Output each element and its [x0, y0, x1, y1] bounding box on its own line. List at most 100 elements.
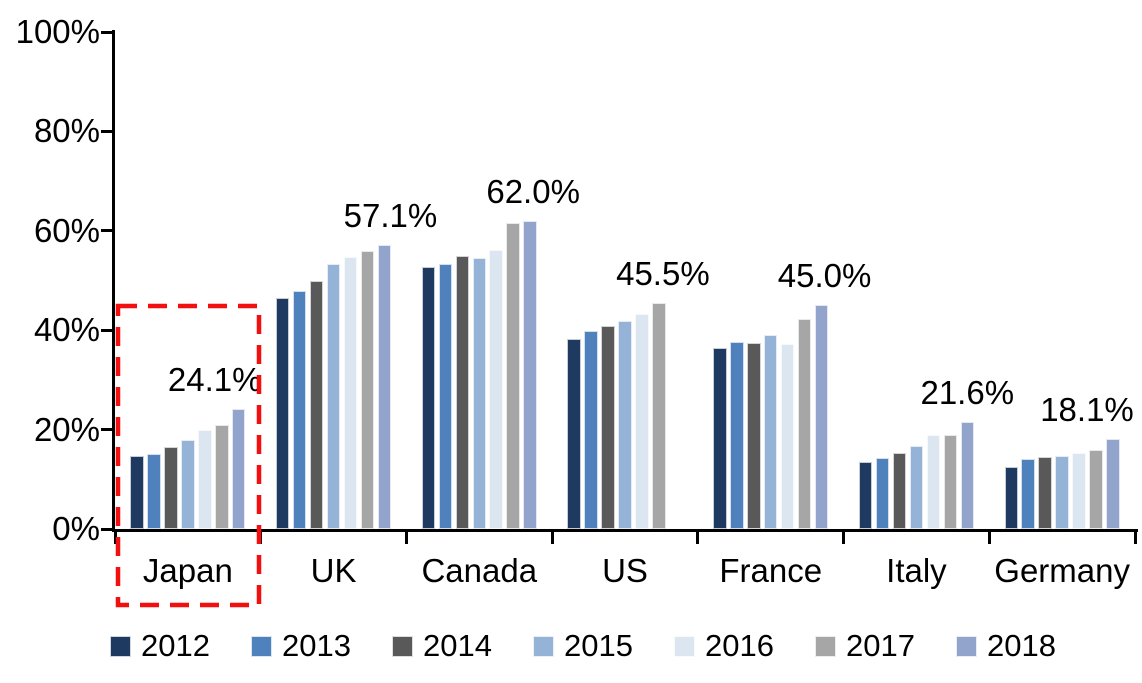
x-axis-line: [112, 529, 1138, 532]
bar-italy-2017: [943, 434, 958, 529]
bar-japan-2017: [215, 425, 229, 529]
legend-swatch-icon: [815, 635, 836, 657]
y-axis-label: 0%: [52, 510, 100, 547]
data-label-us: 45.5%: [616, 254, 710, 292]
bar-japan-2018: [231, 409, 246, 529]
bar-italy-2013: [875, 458, 890, 529]
legend-label: 2016: [705, 628, 774, 663]
bar-germany-2017: [1089, 450, 1103, 529]
data-label-uk: 57.1%: [343, 197, 438, 235]
category-label-uk: UK: [310, 552, 357, 589]
bar-italy-2018: [960, 421, 975, 529]
bar-canada-2018: [523, 220, 537, 529]
bar-canada-2014: [455, 256, 470, 529]
y-tick: [101, 129, 115, 133]
bar-us-2015: [618, 320, 632, 529]
legend-label: 2013: [282, 628, 351, 663]
legend-item-2015: 2015: [533, 628, 633, 663]
category-label-japan: Japan: [142, 552, 233, 589]
category-label-italy: Italy: [886, 552, 947, 589]
legend-swatch-icon: [251, 635, 272, 657]
bar-japan-2015: [181, 439, 195, 529]
legend-label: 2015: [564, 628, 633, 663]
bar-germany-2015: [1055, 455, 1069, 529]
legend-item-2016: 2016: [674, 628, 774, 663]
bar-uk-2018: [377, 245, 392, 529]
category-label-us: US: [602, 552, 648, 589]
legend-item-2018: 2018: [956, 628, 1056, 663]
legend-label: 2018: [987, 628, 1056, 663]
bar-germany-2014: [1038, 457, 1052, 529]
bar-canada-2013: [438, 263, 453, 529]
category-label-canada: Canada: [421, 552, 538, 589]
x-tick: [842, 529, 846, 544]
bar-uk-2015: [326, 264, 341, 529]
y-axis-label: 20%: [33, 410, 100, 448]
data-label-france: 45.0%: [777, 257, 872, 295]
y-tick: [101, 527, 115, 531]
bar-italy-2012: [858, 462, 873, 529]
x-tick: [696, 529, 700, 544]
legend-swatch-icon: [533, 635, 554, 657]
data-label-japan: 24.1%: [167, 361, 262, 399]
bar-uk-2016: [343, 257, 358, 529]
bar-france-2014: [747, 343, 761, 529]
legend-label: 2017: [846, 628, 915, 663]
legend-label: 2012: [141, 628, 210, 663]
bar-france-2018: [814, 305, 829, 529]
x-tick: [113, 529, 117, 544]
x-tick: [987, 529, 991, 544]
bar-germany-2016: [1072, 452, 1086, 529]
bar-us-2012: [567, 339, 581, 529]
data-label-canada: 62.0%: [486, 172, 580, 210]
y-axis-line: [112, 30, 115, 532]
bar-uk-2017: [360, 251, 375, 529]
bar-canada-2015: [472, 258, 487, 529]
bar-germany-2013: [1021, 459, 1035, 529]
legend-label: 2014: [423, 628, 492, 663]
bar-germany-2018: [1106, 439, 1120, 529]
y-axis-label: 80%: [33, 112, 100, 150]
bar-uk-2014: [309, 280, 324, 529]
y-axis-label: 100%: [15, 13, 100, 50]
bar-japan-2013: [147, 454, 161, 529]
bar-italy-2014: [892, 452, 907, 529]
category-label-france: France: [719, 552, 823, 589]
y-tick: [101, 428, 115, 432]
legend-item-2013: 2013: [251, 628, 351, 663]
bar-uk-2013: [292, 290, 307, 529]
bar-italy-2016: [926, 435, 941, 529]
x-tick: [259, 529, 263, 544]
y-axis-label: 40%: [33, 311, 100, 349]
bar-us-2017: [652, 302, 666, 529]
bar-france-2012: [713, 348, 727, 529]
bar-us-2013: [584, 330, 598, 529]
bar-uk-2012: [275, 298, 290, 529]
legend-item-2014: 2014: [392, 628, 492, 663]
data-label-italy: 21.6%: [920, 373, 1015, 411]
legend-swatch-icon: [956, 635, 977, 657]
legend-swatch-icon: [110, 635, 131, 657]
bar-us-2016: [635, 313, 649, 529]
legend-swatch-icon: [392, 635, 413, 657]
bar-japan-2014: [164, 446, 178, 529]
bar-us-2014: [601, 326, 615, 529]
legend-swatch-icon: [674, 635, 695, 657]
bar-france-2017: [797, 319, 812, 529]
bar-japan-2012: [130, 455, 144, 529]
x-tick: [550, 529, 554, 544]
bar-france-2013: [730, 342, 744, 529]
x-tick: [1133, 529, 1137, 544]
y-axis-label: 60%: [33, 211, 100, 249]
y-tick: [101, 229, 115, 233]
legend-item-2012: 2012: [110, 628, 210, 663]
legend-item-2017: 2017: [815, 628, 915, 663]
data-label-germany: 18.1%: [1040, 391, 1134, 429]
bar-canada-2016: [489, 249, 503, 529]
bar-italy-2015: [909, 446, 924, 529]
bar-japan-2016: [198, 429, 212, 529]
y-tick: [101, 30, 115, 34]
bar-germany-2012: [1004, 466, 1019, 529]
x-tick: [404, 529, 408, 544]
